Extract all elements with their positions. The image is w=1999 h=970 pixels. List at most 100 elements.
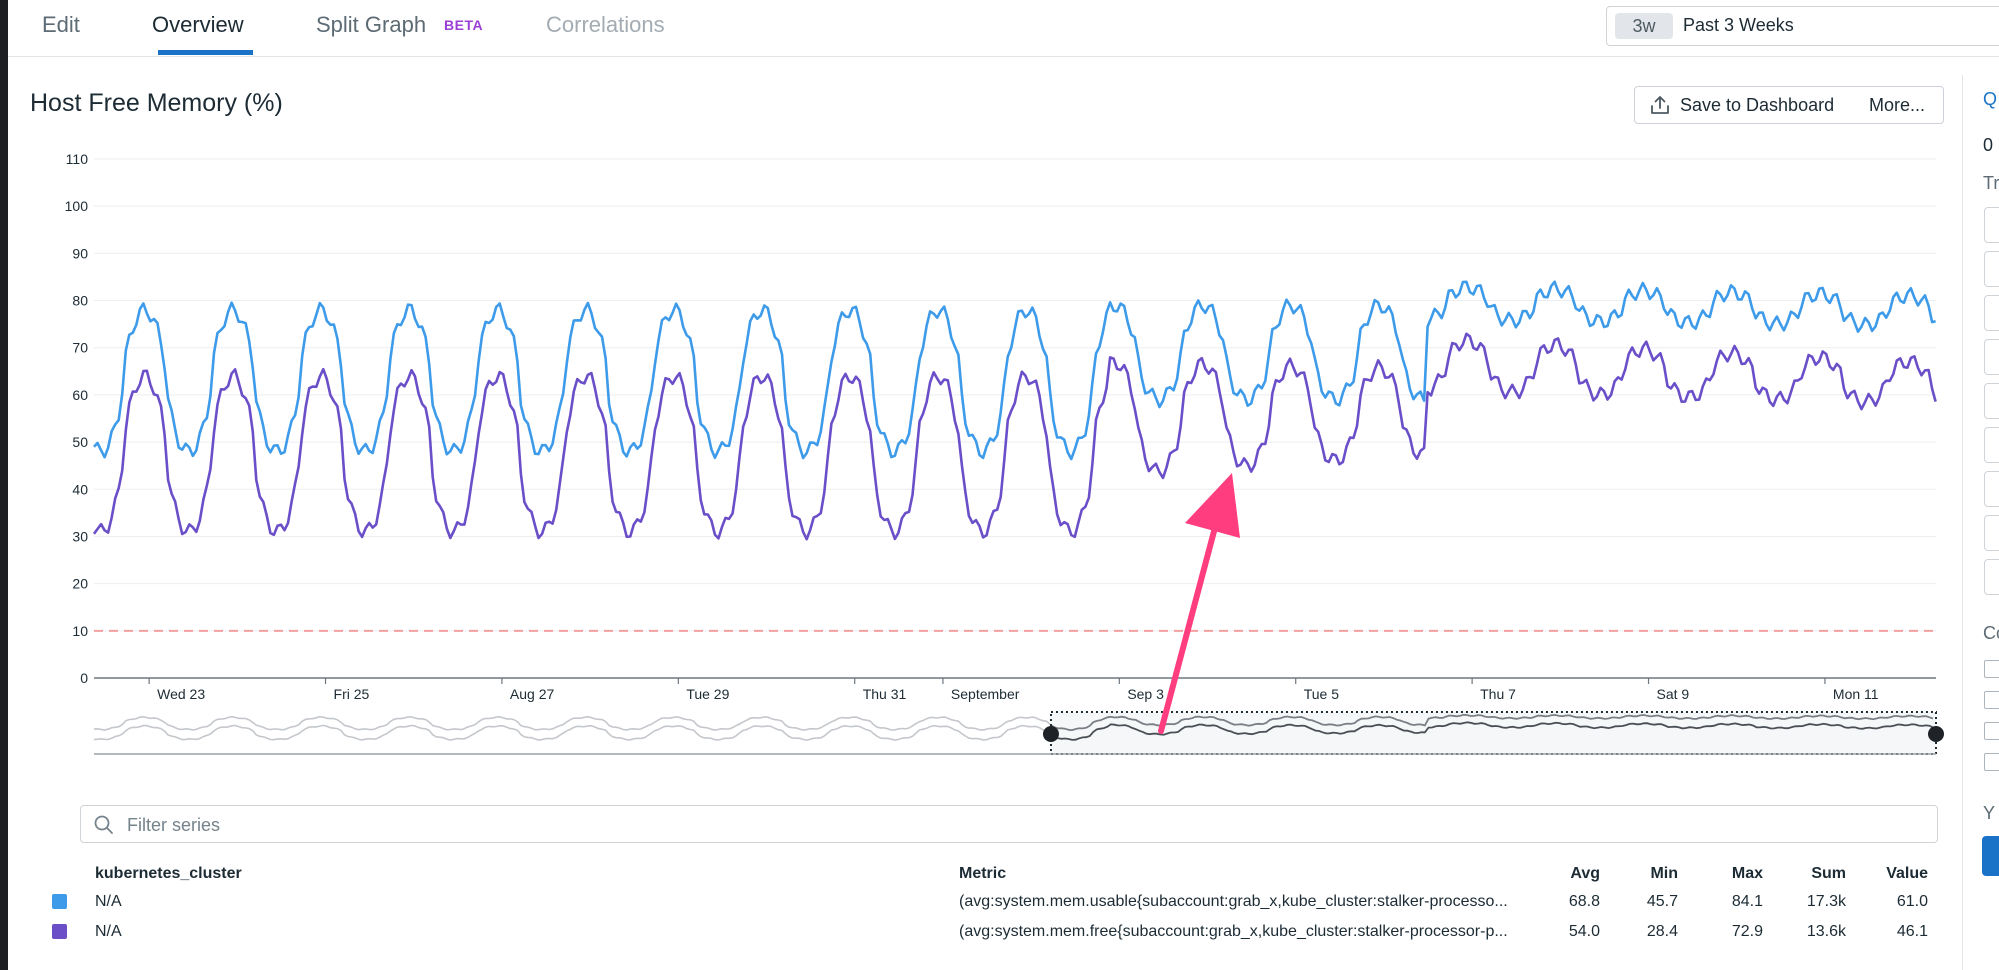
series-line-free[interactable] [92,332,1937,541]
x-tick-label: Tue 5 [1304,686,1339,702]
beta-badge: BETA [444,17,484,33]
filter-series-box[interactable] [80,805,1938,843]
time-navigator[interactable] [93,711,1944,755]
navigator-selected-series-a [1050,713,1934,732]
y-tick-label: 80 [72,293,88,309]
right-panel-q[interactable]: Q [1983,89,1998,109]
y-tick-label: 70 [72,340,88,356]
x-tick-label: Fri 25 [334,686,370,702]
y-tick-label: 0 [80,670,88,686]
legend-sum: 13.6k [1806,923,1846,940]
y-tick-label: 100 [65,198,89,214]
legend-group: N/A [95,893,122,910]
x-tick-label: Mon 11 [1833,686,1879,702]
navigator-selected-series-b [1050,721,1934,741]
legend-header-metric: Metric [959,865,1007,882]
x-tick-label: Sat 9 [1657,686,1690,702]
navigator-selection-bg [1050,712,1936,754]
legend-metric: (avg:system.mem.usable{subaccount:grab_x… [959,893,1508,910]
x-axis-ticks: Wed 23 Fri 25 Aug 27 Tue 29 Thu 31 September S… [148,678,1879,702]
right-panel-checkbox-3[interactable] [1984,722,1999,740]
right-panel-zero: 0 [1983,135,1994,155]
navigator-series-a [93,715,1051,731]
time-range-label: Past 3 Weeks [1683,15,1794,35]
right-panel-field-7[interactable] [1984,471,1999,507]
right-panel-field-5[interactable] [1984,383,1999,419]
navigator-handle-left[interactable] [1042,726,1059,742]
x-tick-label: Sep 3 [1127,686,1164,702]
navigator-handle-right[interactable] [1928,726,1944,742]
y-tick-label: 60 [72,387,88,403]
legend-header-avg[interactable]: Avg [1570,865,1600,882]
y-tick-label: 50 [72,434,88,450]
y-tick-label: 90 [72,245,88,261]
active-tab-indicator [158,50,253,55]
right-panel-field-8[interactable] [1984,515,1999,551]
series-line-usable[interactable] [93,280,1936,461]
legend-header-value[interactable]: Value [1886,865,1928,882]
right-panel-checkbox-1[interactable] [1984,660,1999,678]
legend-group: N/A [95,923,122,940]
legend-avg: 68.8 [1568,893,1600,910]
tab-split-graph[interactable]: Split Graph [316,12,427,37]
y-tick-label: 30 [72,528,88,544]
right-panel-field-6[interactable] [1984,427,1999,463]
right-panel-checkbox-4[interactable] [1984,753,1999,771]
panel-divider [1962,75,1963,970]
window-edge [0,0,8,970]
y-tick-label: 110 [66,151,89,167]
legend-avg: 54.0 [1568,923,1600,940]
search-icon [94,815,113,834]
x-tick-label: Tue 29 [686,686,729,702]
y-tick-label: 20 [72,576,88,592]
y-tick-label: 10 [72,623,88,639]
tab-edit[interactable]: Edit [42,12,80,37]
filter-series-input[interactable] [125,810,1909,840]
x-tick-label: September [951,686,1020,702]
legend-header-max[interactable]: Max [1731,865,1763,882]
export-icon [1651,96,1669,114]
legend-min: 45.7 [1646,893,1678,910]
x-tick-label: Wed 23 [157,686,205,702]
x-tick-label: Thu 7 [1480,686,1516,702]
right-panel-field-9[interactable] [1984,559,1999,595]
right-panel-primary-button[interactable] [1982,836,1999,876]
tab-bar: Edit Overview Split Graph BETA Correlati… [8,0,1999,57]
right-panel-co: Co [1983,623,1999,643]
legend-value: 46.1 [1896,923,1928,940]
right-panel-field-1[interactable] [1984,207,1999,243]
x-tick-label: Aug 27 [510,686,555,702]
chart-grid [94,158,1936,632]
more-button-label: More... [1869,95,1926,115]
navigator-series-b [93,724,1051,741]
legend-sum: 17.3k [1806,893,1846,910]
right-panel-checkbox-2[interactable] [1984,691,1999,709]
right-panel-tr: Tr [1983,173,1999,193]
legend-header-sum[interactable]: Sum [1811,865,1846,882]
y-tick-label: 40 [72,481,88,497]
widget-title: Host Free Memory (%) [30,89,283,117]
right-panel-field-2[interactable] [1984,251,1999,287]
x-tick-label: Thu 31 [863,686,907,702]
legend-swatch [52,894,67,909]
right-panel-field-3[interactable] [1984,295,1999,331]
legend-min: 28.4 [1646,923,1678,940]
time-range-short: 3w [1615,13,1673,39]
right-panel-y: Y [1983,803,1996,823]
legend-metric: (avg:system.mem.free{subaccount:grab_x,k… [959,923,1508,940]
legend-swatch [52,924,67,939]
legend-max: 84.1 [1731,893,1763,910]
time-range-picker[interactable]: 3w Past 3 Weeks [1606,6,1999,46]
more-button[interactable]: More... [1855,86,1944,124]
legend-value: 61.0 [1896,893,1928,910]
right-panel-field-4[interactable] [1984,339,1999,375]
legend-header-group: kubernetes_cluster [95,865,242,882]
legend-header-min[interactable]: Min [1650,865,1678,882]
annotation-arrow-icon [1158,473,1240,734]
tab-overview[interactable]: Overview [152,12,244,37]
save-to-dashboard-button[interactable]: Save to Dashboard [1634,86,1856,124]
save-button-label: Save to Dashboard [1680,95,1835,115]
tab-correlations[interactable]: Correlations [546,12,665,37]
